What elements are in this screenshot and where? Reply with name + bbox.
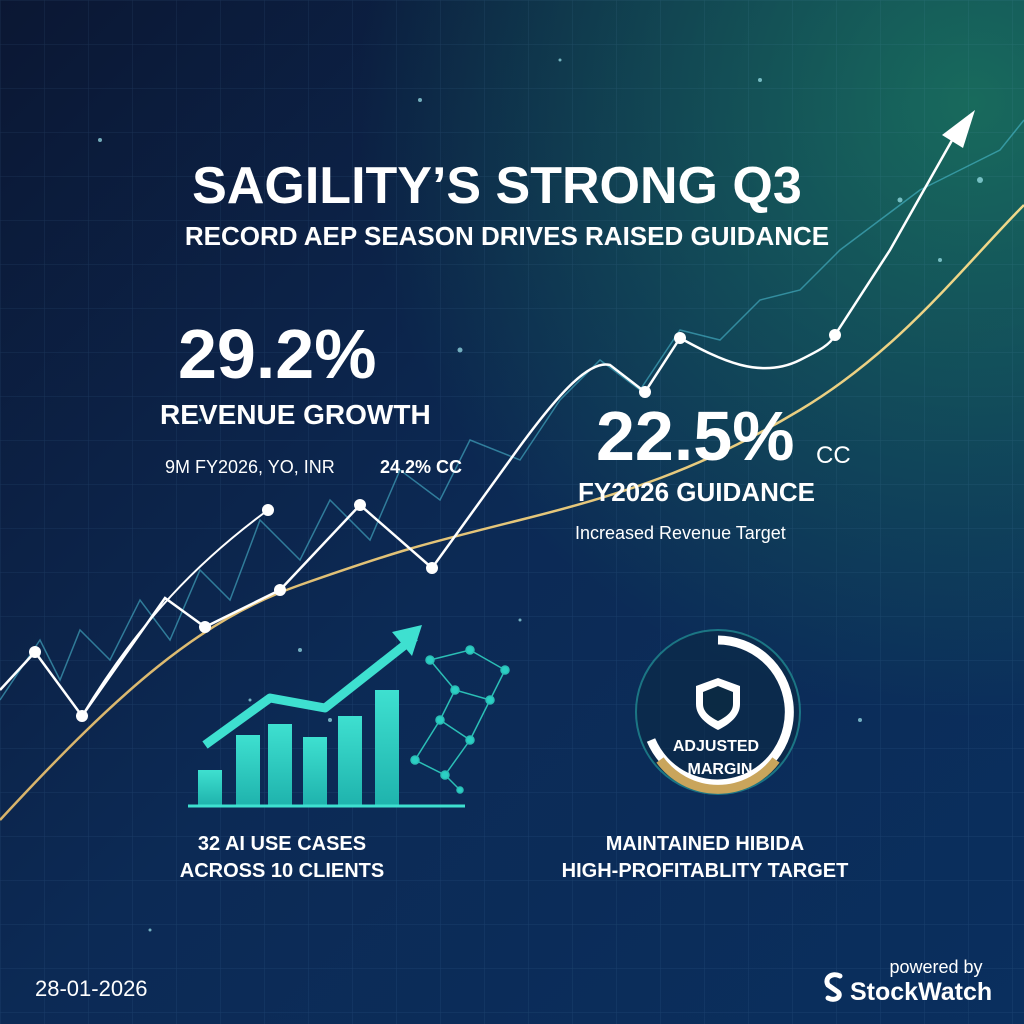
particles [98, 58, 983, 932]
margin-gauge [635, 629, 801, 795]
margin-badge: MARGIN [688, 761, 753, 778]
margin-line: MAINTAINED HIBIDA [606, 833, 805, 855]
ai-line: ACROSS 10 CLIENTS [180, 860, 384, 882]
ai-line: 32 AI USE CASES [198, 833, 366, 855]
trend-nodes [29, 329, 841, 722]
margin-line: HIGH-PROFITABLITY TARGET [562, 860, 849, 882]
growth-icon [188, 625, 465, 808]
guidance-note: Increased Revenue Target [575, 523, 786, 543]
date: 28-01-2026 [35, 976, 148, 1001]
revenue-label: REVENUE GROWTH [160, 399, 431, 430]
guidance-value: 22.5% [596, 397, 794, 475]
guidance-suffix: CC [816, 442, 851, 469]
title: SAGILITY’S STRONG Q3 [192, 157, 802, 215]
network-icon [410, 645, 510, 794]
subtitle: RECORD AEP SEASON DRIVES RAISED GUIDANCE [185, 221, 829, 251]
brand: StockWatch [850, 978, 992, 1006]
powered-by: powered by [889, 957, 982, 977]
guidance-label: FY2026 GUIDANCE [578, 477, 815, 507]
revenue-value: 29.2% [178, 315, 376, 393]
revenue-note-cc: 24.2% CC [380, 457, 462, 477]
trend-line-gold [0, 204, 1024, 821]
trend-line-faint [0, 119, 1024, 701]
trend-arrow-head [942, 110, 975, 148]
revenue-note: 9M FY2026, YO, INR [165, 457, 335, 477]
margin-badge: ADJUSTED [673, 738, 759, 755]
trend-line-branch [81, 509, 269, 717]
